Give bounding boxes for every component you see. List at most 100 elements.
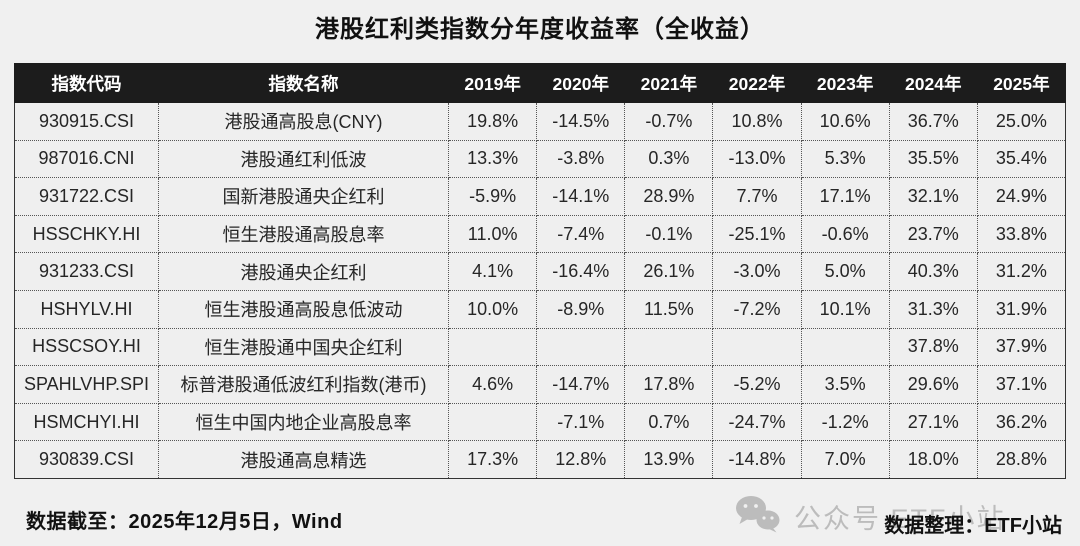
value-2024: 18.0% (888, 440, 978, 479)
index-code: HSSCHKY.HI (14, 214, 159, 254)
value-2025: 37.1% (976, 365, 1067, 404)
footer-credit-area: 公众号 ETF小站 数据整理：ETF小站 (734, 493, 1064, 546)
index-name: 港股通红利低波 (157, 139, 450, 179)
value-2023: 10.6% (800, 102, 890, 141)
index-name: 恒生中国内地企业高股息率 (157, 402, 450, 442)
value-2025: 35.4% (976, 139, 1067, 179)
value-2020: -14.7% (536, 365, 626, 404)
value-2019: 4.1% (448, 252, 538, 291)
value-2024: 40.3% (888, 252, 978, 291)
index-code: HSHYLV.HI (14, 289, 159, 329)
table-row: SPAHLVHP.SPI 标普港股通低波红利指数(港币) 4.6% -14.7%… (14, 365, 1067, 404)
value-2023: 7.0% (800, 440, 890, 479)
value-2025: 37.9% (976, 327, 1067, 367)
value-2019: 4.6% (448, 365, 538, 404)
credit-text: 数据整理：ETF小站 (884, 514, 1062, 537)
table-row: HSMCHYI.HI 恒生中国内地企业高股息率 -7.1% 0.7% -24.7… (14, 402, 1067, 442)
value-2024: 36.7% (888, 102, 978, 141)
value-2022: -25.1% (712, 214, 802, 254)
index-name: 恒生港股通高股息率 (157, 214, 450, 254)
value-2024: 35.5% (888, 139, 978, 179)
header-2024: 2024年 (888, 63, 978, 103)
value-2025: 31.2% (976, 252, 1067, 291)
table-header-row: 指数代码 指数名称 2019年 2020年 2021年 2022年 2023年 … (14, 63, 1067, 103)
value-2020: -14.1% (536, 177, 626, 216)
value-2019: 19.8% (448, 102, 538, 141)
index-code: 987016.CNI (14, 139, 159, 179)
value-2021: -0.1% (624, 214, 714, 254)
value-2022: -3.0% (712, 252, 802, 291)
value-2019: 17.3% (448, 440, 538, 479)
header-2020: 2020年 (536, 63, 626, 103)
value-2020: 12.8% (536, 440, 626, 479)
value-2021: 0.3% (624, 139, 714, 179)
table-row: HSHYLV.HI 恒生港股通高股息低波动 10.0% -8.9% 11.5% … (14, 289, 1067, 329)
index-code: 931233.CSI (14, 252, 159, 291)
value-2020: -7.4% (536, 214, 626, 254)
value-2021: 17.8% (624, 365, 714, 404)
footer: 数据截至：2025年12月5日，Wind (0, 493, 1080, 546)
value-2020: -3.8% (536, 139, 626, 179)
value-2021: 13.9% (624, 440, 714, 479)
header-index-code: 指数代码 (14, 63, 159, 103)
value-2023: 17.1% (800, 177, 890, 216)
value-2021: 11.5% (624, 289, 714, 329)
value-2025: 24.9% (976, 177, 1067, 216)
header-2021: 2021年 (624, 63, 714, 103)
value-2020: -7.1% (536, 402, 626, 442)
value-2021: 28.9% (624, 177, 714, 216)
index-code: HSMCHYI.HI (14, 402, 159, 442)
value-2024: 31.3% (888, 289, 978, 329)
header-index-name: 指数名称 (157, 63, 450, 103)
table-row: 930915.CSI 港股通高股息(CNY) 19.8% -14.5% -0.7… (14, 102, 1067, 141)
value-2025: 31.9% (976, 289, 1067, 329)
header-2023: 2023年 (800, 63, 890, 103)
header-2025: 2025年 (976, 63, 1067, 103)
data-as-of-note: 数据截至：2025年12月5日，Wind (26, 510, 343, 533)
value-2023: 10.1% (800, 289, 890, 329)
value-2025: 25.0% (976, 102, 1067, 141)
index-code: SPAHLVHP.SPI (14, 365, 159, 404)
value-2022: 10.8% (712, 102, 802, 141)
value-2023: 5.0% (800, 252, 890, 291)
index-name: 港股通高息精选 (157, 440, 450, 479)
value-2021: 26.1% (624, 252, 714, 291)
value-2022: -7.2% (712, 289, 802, 329)
value-2023: -1.2% (800, 402, 890, 442)
index-code: HSSCSOY.HI (14, 327, 159, 367)
value-2019 (448, 402, 538, 442)
value-2022: -13.0% (712, 139, 802, 179)
index-name: 标普港股通低波红利指数(港币) (157, 365, 450, 404)
header-2022: 2022年 (712, 63, 802, 103)
index-name: 国新港股通央企红利 (157, 177, 450, 216)
returns-table: 指数代码 指数名称 2019年 2020年 2021年 2022年 2023年 … (14, 63, 1067, 479)
table-row: 931233.CSI 港股通央企红利 4.1% -16.4% 26.1% -3.… (14, 252, 1067, 291)
index-name: 恒生港股通高股息低波动 (157, 289, 450, 329)
value-2020 (536, 327, 626, 367)
index-name: 恒生港股通中国央企红利 (157, 327, 450, 367)
value-2019: 10.0% (448, 289, 538, 329)
table-row: 930839.CSI 港股通高息精选 17.3% 12.8% 13.9% -14… (14, 440, 1067, 479)
value-2023: 5.3% (800, 139, 890, 179)
value-2025: 36.2% (976, 402, 1067, 442)
watermark-text: 公众号 ETF小站 (794, 503, 1006, 534)
value-2024: 32.1% (888, 177, 978, 216)
value-2021 (624, 327, 714, 367)
value-2019: -5.9% (448, 177, 538, 216)
table-row: HSSCSOY.HI 恒生港股通中国央企红利 37.8% 37.9% (14, 327, 1067, 367)
value-2023: 3.5% (800, 365, 890, 404)
value-2022: -24.7% (712, 402, 802, 442)
header-2019: 2019年 (448, 63, 538, 103)
index-code: 930839.CSI (14, 440, 159, 479)
value-2025: 28.8% (976, 440, 1067, 479)
value-2019: 11.0% (448, 214, 538, 254)
value-2023: -0.6% (800, 214, 890, 254)
index-code: 931722.CSI (14, 177, 159, 216)
table-row: HSSCHKY.HI 恒生港股通高股息率 11.0% -7.4% -0.1% -… (14, 214, 1067, 254)
wechat-watermark: 公众号 ETF小站 (734, 495, 1006, 538)
value-2024: 37.8% (888, 327, 978, 367)
value-2020: -8.9% (536, 289, 626, 329)
value-2022: -14.8% (712, 440, 802, 479)
table-row: 931722.CSI 国新港股通央企红利 -5.9% -14.1% 28.9% … (14, 177, 1067, 216)
value-2021: -0.7% (624, 102, 714, 141)
